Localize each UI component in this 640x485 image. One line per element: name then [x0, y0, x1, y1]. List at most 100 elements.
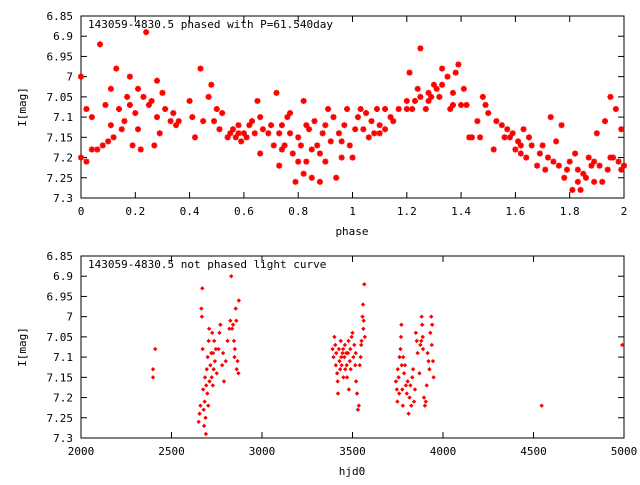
data-point: [287, 130, 294, 137]
data-point: [588, 162, 595, 169]
data-point: [447, 106, 454, 113]
x-tick-label: 0.2: [125, 205, 145, 218]
data-point: [118, 126, 125, 133]
data-point: [88, 146, 95, 153]
data-point: [449, 89, 456, 96]
data-point: [498, 122, 505, 129]
data-point: [362, 334, 368, 340]
data-point: [300, 97, 307, 104]
data-point: [356, 403, 362, 408]
data-point: [330, 114, 337, 121]
data-point: [219, 363, 225, 368]
data-point: [349, 334, 354, 340]
x-tick-label: 1.2: [397, 205, 417, 218]
phased-light-curve-panel: 6.85 6.9 6.95 7 7.05 7.1 7.15 7.2 7.25 7.3 0 0.2 0.…: [16, 10, 627, 238]
data-point: [300, 170, 307, 177]
data-point: [414, 85, 421, 92]
y-axis-label: I[mag]: [16, 327, 29, 367]
unphased-light-curve-panel: 6.85 6.9 6.95 7 7.05 7.1 7.15 7.2 7.25 7.3 2000 25…: [16, 250, 637, 478]
data-point: [351, 354, 356, 360]
data-point: [135, 126, 142, 133]
data-point: [259, 126, 266, 133]
data-point: [135, 85, 142, 92]
data-point: [582, 174, 589, 181]
x-axis: 0 0.2 0.4 0.6 0.8 1 1.2 1.4 1.6 1.8 2: [78, 16, 628, 218]
data-point: [207, 379, 212, 384]
data-point: [322, 158, 329, 165]
y-tick-label: 6.85: [47, 10, 74, 23]
data-point: [303, 122, 310, 129]
data-point: [417, 371, 422, 376]
x-tick-label: 2: [621, 205, 628, 218]
data-point: [506, 134, 513, 141]
data-point: [387, 114, 394, 121]
data-point: [126, 73, 133, 80]
x-tick-label: 4500: [520, 445, 547, 458]
data-point: [203, 415, 208, 420]
data-point: [390, 118, 397, 125]
data-point: [352, 342, 357, 348]
data-point: [276, 162, 283, 169]
data-point: [343, 367, 348, 372]
data-point: [363, 110, 370, 117]
data-point: [257, 150, 264, 157]
data-point: [235, 130, 242, 137]
data-point: [422, 106, 429, 113]
data-point: [420, 334, 425, 340]
data-point: [430, 81, 437, 88]
data-point: [591, 158, 598, 165]
data-point: [433, 85, 440, 92]
data-point: [566, 158, 573, 165]
data-point: [99, 142, 106, 149]
data-point: [234, 367, 239, 372]
data-point: [569, 186, 576, 193]
data-point: [200, 286, 205, 291]
y-tick-label: 7.3: [53, 192, 73, 205]
data-point: [273, 89, 280, 96]
data-point: [225, 338, 230, 344]
data-point: [397, 354, 402, 360]
data-point: [333, 363, 339, 368]
data-point: [528, 142, 535, 149]
x-tick-label: 1: [349, 205, 356, 218]
data-point: [417, 45, 424, 52]
data-point: [544, 154, 551, 161]
data-point: [342, 342, 348, 348]
data-point: [220, 350, 226, 356]
data-point: [210, 350, 216, 356]
data-point: [420, 346, 426, 352]
data-point: [409, 403, 414, 408]
data-point: [365, 134, 372, 141]
data-point: [338, 338, 343, 344]
data-point: [398, 334, 404, 340]
data-point: [201, 423, 207, 429]
data-point: [408, 383, 413, 388]
data-point: [490, 146, 497, 153]
data-point: [204, 383, 209, 388]
data-point: [419, 314, 424, 319]
data-point: [479, 93, 486, 100]
data-point: [353, 379, 359, 384]
data-point: [102, 101, 109, 108]
data-point: [340, 346, 346, 352]
data-point: [362, 282, 367, 287]
data-point: [206, 403, 211, 408]
y-tick-label: 6.85: [47, 250, 74, 263]
data-point: [585, 154, 592, 161]
data-point: [393, 379, 399, 384]
data-point: [344, 363, 349, 368]
data-point: [337, 367, 343, 372]
data-point: [455, 61, 462, 68]
data-point: [339, 363, 344, 368]
data-point: [607, 93, 614, 100]
data-point: [204, 367, 209, 372]
data-point: [425, 350, 430, 356]
data-point: [346, 387, 352, 392]
y-tick-label: 6.95: [47, 290, 74, 303]
data-point: [418, 342, 423, 348]
data-point: [345, 350, 351, 356]
data-point: [210, 383, 215, 388]
data-point: [284, 114, 291, 121]
data-point: [477, 134, 484, 141]
